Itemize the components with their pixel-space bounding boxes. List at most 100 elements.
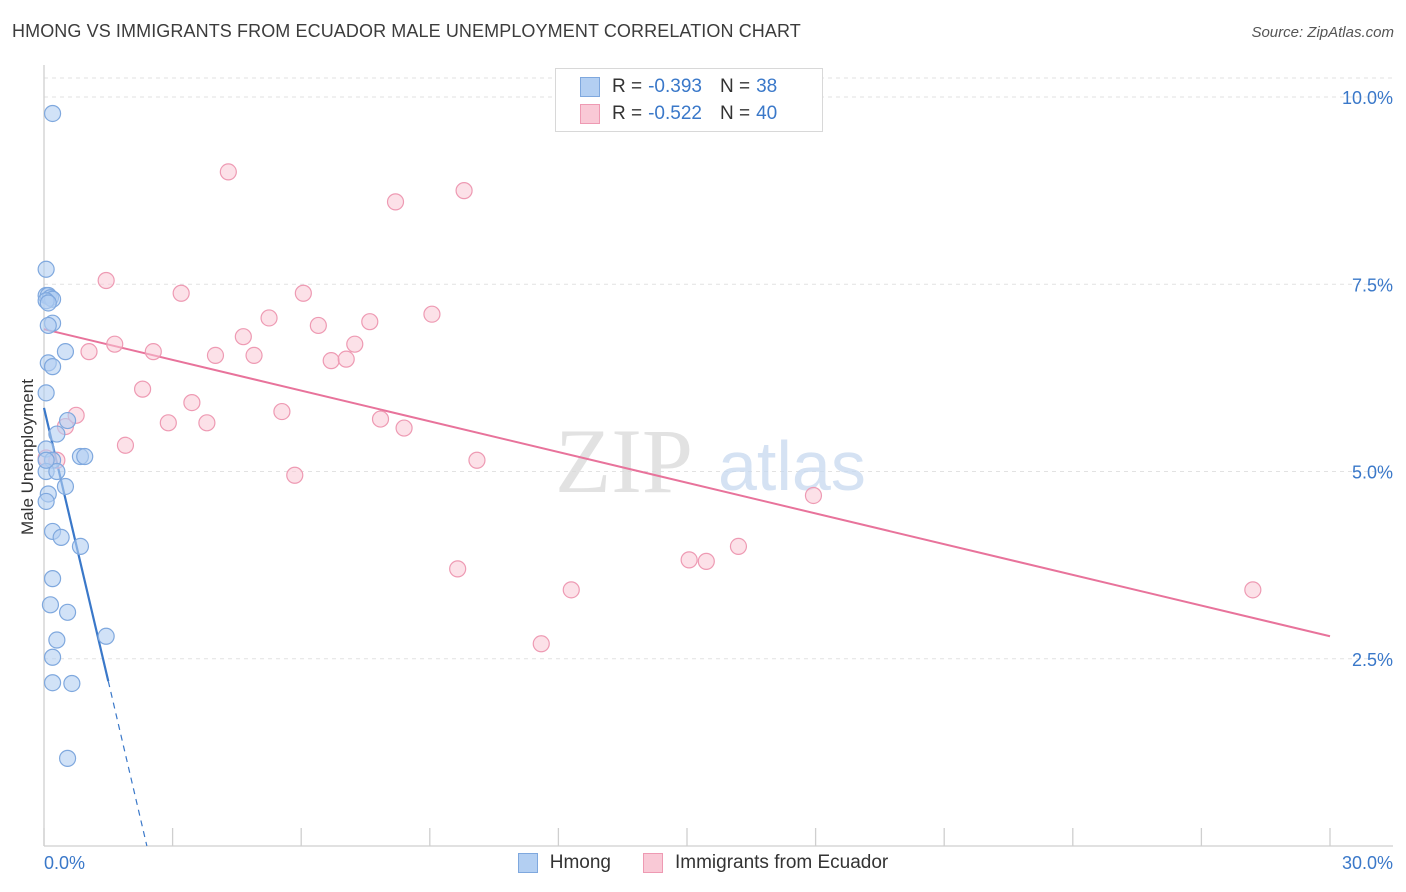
point-ecuador [562,581,580,599]
legend-swatch-ecuador [642,853,663,873]
point-ecuador [245,346,263,365]
point-hmong [58,411,77,430]
point-hmong [48,425,66,443]
point-ecuador [273,402,291,421]
point-ecuador [116,436,135,454]
point-ecuador [234,328,252,346]
point-ecuador [286,466,304,484]
trend-line-hmong-extrapolated [107,681,148,847]
point-ecuador [395,419,413,437]
point-hmong [43,648,62,666]
point-hmong [39,316,57,335]
point-ecuador [97,271,115,290]
point-ecuador [532,635,550,653]
point-ecuador [361,313,379,331]
point-ecuador [106,335,124,353]
point-hmong [39,294,57,312]
legend-swatch-hmong [580,77,600,97]
series-ecuador-points [37,163,1262,653]
point-ecuador [729,537,748,556]
legend-item-hmong[interactable]: Hmong [517,852,611,874]
legend-row-ecuador: R = -0.522 N = 40 [580,102,777,126]
series-hmong-points [37,104,115,767]
correlation-legend: R = -0.393 N = 38 R = -0.522 N = 40 [555,68,823,132]
point-ecuador [159,414,177,432]
point-hmong [43,104,62,123]
point-hmong [52,528,70,547]
x-tick-label-min: 0.0% [44,853,85,873]
chart-title: HMONG VS IMMIGRANTS FROM ECUADOR MALE UN… [12,21,801,41]
point-hmong [71,537,90,556]
legend-n-value: 40 [756,103,778,124]
point-hmong [37,451,55,469]
point-ecuador [172,284,190,302]
point-ecuador [449,560,467,578]
gridlines [44,77,1393,660]
point-hmong [58,749,77,767]
point-ecuador [371,410,390,428]
trend-line-ecuador [43,328,1331,638]
point-ecuador [206,346,225,365]
point-ecuador [680,551,698,569]
axes [43,65,1393,847]
x-tick-label-max: 30.0% [1342,853,1393,873]
legend-r-value: -0.393 [648,76,702,97]
point-hmong [37,260,55,278]
point-ecuador [80,343,98,361]
point-hmong [43,358,62,376]
point-hmong [37,384,55,402]
point-ecuador [183,393,201,412]
point-ecuador [337,350,355,368]
y-tick-label: 5.0% [1352,463,1393,483]
legend-r-value: -0.522 [648,103,702,124]
source-label: Source: ZipAtlas.com [1251,24,1394,41]
point-hmong [41,596,60,614]
point-hmong [56,477,75,496]
legend-label-ecuador: Immigrants from Ecuador [674,852,889,873]
legend-r-label: R = [612,76,643,97]
legend-swatch-ecuador [580,104,600,124]
legend-n-value: 38 [756,76,778,97]
point-hmong [43,570,62,588]
point-ecuador [260,309,278,327]
point-hmong [37,492,55,511]
legend-n-label: N = [719,76,751,97]
watermark-zip: ZIP [555,410,693,512]
point-ecuador [294,284,312,302]
point-hmong [97,627,115,645]
point-ecuador [468,451,486,469]
y-tick-label: 7.5% [1352,275,1393,295]
legend-swatch-hmong [517,853,538,873]
y-tick-label: 2.5% [1352,650,1393,670]
point-hmong [48,631,66,649]
legend-label-hmong: Hmong [549,852,611,873]
point-ecuador [1244,581,1262,599]
point-ecuador [198,414,216,432]
point-hmong [58,603,77,621]
point-ecuador [346,335,364,353]
trend-lines [42,328,1331,847]
point-ecuador [423,305,441,323]
point-ecuador [144,343,162,361]
point-hmong [48,462,66,481]
point-hmong [43,674,62,692]
point-ecuador [804,486,823,505]
point-ecuador [219,163,237,181]
legend-row-hmong: R = -0.393 N = 38 [580,75,777,99]
series-legend: Hmong Immigrants from Ecuador [0,852,1406,874]
point-hmong [56,343,75,361]
watermark-atlas: atlas [718,427,866,505]
y-tick-label: 10.0% [1342,88,1393,108]
legend-n-label: N = [719,103,751,124]
point-hmong [63,674,81,693]
point-ecuador [697,552,715,570]
legend-item-ecuador[interactable]: Immigrants from Ecuador [642,852,889,874]
point-ecuador [386,193,405,211]
point-ecuador [133,380,152,398]
y-tick-labels: 2.5% 5.0% 7.5% 10.0% [1342,88,1393,670]
point-ecuador [309,316,327,335]
point-ecuador [322,352,340,370]
point-ecuador [455,182,473,200]
legend-r-label: R = [612,103,643,124]
